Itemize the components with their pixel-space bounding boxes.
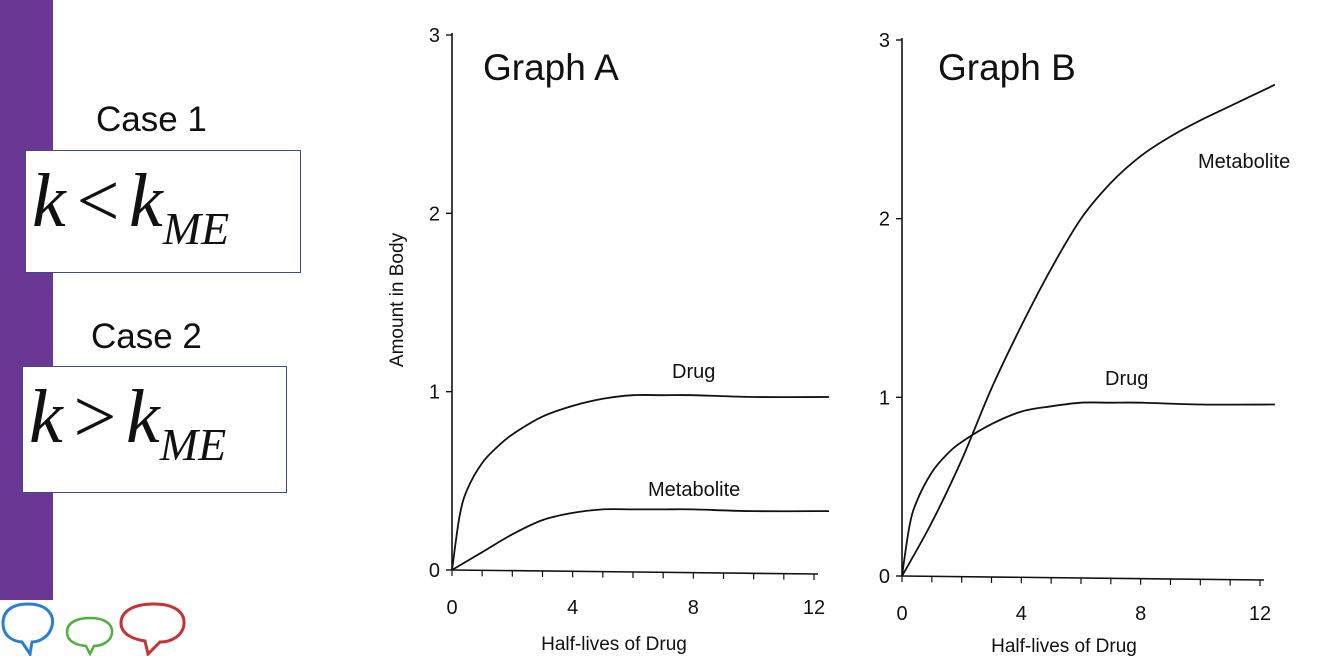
speech-bubble-blue-icon <box>1 602 55 656</box>
case-1-label: Case 1 <box>96 100 207 139</box>
graph-a-metabolite-line <box>451 508 830 571</box>
case-2-subscript: ME <box>159 419 227 470</box>
case-2-label: Case 2 <box>91 317 202 356</box>
graph-a-y-tick-label: 1 <box>429 382 440 404</box>
case-1-operator: < <box>71 159 124 243</box>
case-2-formula: k>kME <box>22 366 287 493</box>
graph-b-y-tick-label: 2 <box>879 209 890 231</box>
speech-bubble-red-icon <box>119 602 186 656</box>
graph-b-x-axis-label: Half-lives of Drug <box>991 636 1137 656</box>
graph-a-y-tick-label: 0 <box>429 560 440 582</box>
graph-a-x-axis <box>451 569 819 575</box>
graph-b-drug-label: Drug <box>1105 368 1148 390</box>
graph-b-y-tick-label: 3 <box>879 30 890 52</box>
graph-b-x-tick-label: 12 <box>1249 603 1271 625</box>
speech-bubbles <box>1 602 186 656</box>
graph-b-x-tick-label: 4 <box>1016 603 1027 625</box>
graph-b-y-tick-label: 0 <box>879 566 890 588</box>
graph-a-metabolite-label: Metabolite <box>648 479 740 501</box>
graph-a-x-tick-label: 8 <box>688 597 699 619</box>
graph-a-x-axis-label: Half-lives of Drug <box>541 634 687 655</box>
case-1-rhs: k <box>129 159 163 243</box>
graph-b-x-tick-label: 8 <box>1135 603 1146 625</box>
graph-b-x-tick-label: 0 <box>896 603 907 625</box>
graph-a-x-tick-label: 12 <box>803 597 825 619</box>
graph-a-y-axis-label: Amount in Body <box>387 232 408 367</box>
case-1-formula: k<kME <box>25 150 301 273</box>
graph-a-title: Graph A <box>483 47 619 88</box>
case-2-lhs: k <box>29 375 63 459</box>
graph-a: Graph A Amount in Body Half-lives of Dru… <box>387 25 830 655</box>
graph-a-drug-line <box>451 394 830 571</box>
speech-bubble-green-icon <box>65 616 114 656</box>
graph-a-drug-label: Drug <box>672 361 715 383</box>
graph-a-x-tick-label: 4 <box>567 597 578 619</box>
graph-a-y-tick-label: 3 <box>429 25 440 47</box>
case-2-operator: > <box>68 375 121 459</box>
graph-b-drug-line <box>901 401 1275 577</box>
graph-b-title: Graph B <box>938 47 1076 88</box>
graph-a-y-tick-label: 2 <box>429 203 440 225</box>
graph-b-metabolite-line <box>901 83 1276 577</box>
case-2-rhs: k <box>126 375 160 459</box>
case-1-lhs: k <box>32 159 66 243</box>
case-1-subscript: ME <box>162 203 230 254</box>
graph-a-x-tick-label: 0 <box>446 597 457 619</box>
graph-b-x-axis <box>901 575 1265 581</box>
graph-b-metabolite-label: Metabolite <box>1198 151 1290 173</box>
sidebar-accent-bar <box>0 0 53 600</box>
graph-b-y-tick-label: 1 <box>879 387 890 409</box>
